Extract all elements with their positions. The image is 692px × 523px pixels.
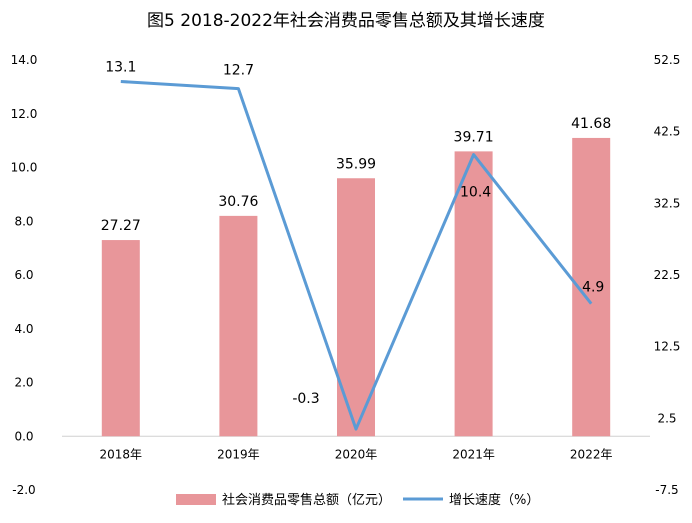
- bar-value-label: 35.99: [336, 156, 376, 172]
- right-tick-label: 52.5: [654, 53, 681, 67]
- right-tick-label: 2.5: [657, 411, 676, 425]
- bar-value-label: 27.27: [101, 218, 141, 234]
- chart-title: 图5 2018-2022年社会消费品零售总额及其增长速度: [147, 11, 545, 31]
- legend-bar-swatch: [176, 494, 216, 505]
- left-tick-label: 14.0: [11, 53, 38, 67]
- bar-value-label: 30.76: [218, 194, 258, 210]
- line-value-label: 13.1: [105, 60, 136, 76]
- line-value-label: 10.4: [460, 185, 491, 201]
- left-tick-label: 8.0: [14, 214, 33, 228]
- right-tick-label: 22.5: [654, 268, 681, 282]
- x-tick-label: 2019年: [217, 447, 260, 461]
- legend-line-label: 增长速度（%）: [449, 492, 539, 508]
- bar: [454, 151, 493, 437]
- left-tick-label: 6.0: [14, 268, 33, 282]
- bar: [219, 215, 258, 437]
- bar-value-label: 41.68: [571, 116, 611, 132]
- left-tick-label: 4.0: [14, 322, 33, 336]
- left-tick-label: 12.0: [11, 107, 38, 121]
- line-series: 13.1 12.7 -0.3 10.4 4.9: [105, 60, 604, 431]
- x-tick-label: 2020年: [335, 447, 378, 461]
- right-tick-label: 42.5: [654, 125, 681, 139]
- line-value-label: 12.7: [223, 63, 254, 79]
- x-tick-label: 2022年: [570, 447, 613, 461]
- right-tick-label: -7.5: [655, 483, 678, 497]
- left-tick-label: -2.0: [12, 483, 35, 497]
- left-tick-label: 10.0: [11, 161, 38, 175]
- left-tick-label: 0.0: [14, 429, 33, 443]
- legend-bar-label: 社会消费品零售总额（亿元）: [222, 492, 391, 508]
- line-value-label: -0.3: [292, 391, 319, 407]
- x-axis: 2018年 2019年 2020年 2021年 2022年: [62, 435, 650, 461]
- left-tick-label: 2.0: [14, 376, 33, 390]
- x-tick-label: 2021年: [452, 447, 495, 461]
- growth-line: [120, 80, 593, 431]
- left-y-axis: -2.0 0.0 2.0 4.0 6.0 8.0 10.0 12.0 14.0: [11, 53, 38, 497]
- right-tick-label: 32.5: [654, 196, 681, 210]
- bar-value-label: 39.71: [454, 129, 494, 145]
- right-y-axis: -7.5 2.5 12.5 22.5 32.5 42.5 52.5: [654, 53, 681, 497]
- bar-series: 27.27 30.76 35.99 39.71 41.68: [101, 116, 611, 437]
- legend: 社会消费品零售总额（亿元） 增长速度（%）: [176, 492, 539, 508]
- right-tick-label: 12.5: [654, 340, 681, 354]
- x-tick-label: 2018年: [100, 447, 143, 461]
- bar: [101, 240, 140, 437]
- line-value-label: 4.9: [582, 280, 604, 296]
